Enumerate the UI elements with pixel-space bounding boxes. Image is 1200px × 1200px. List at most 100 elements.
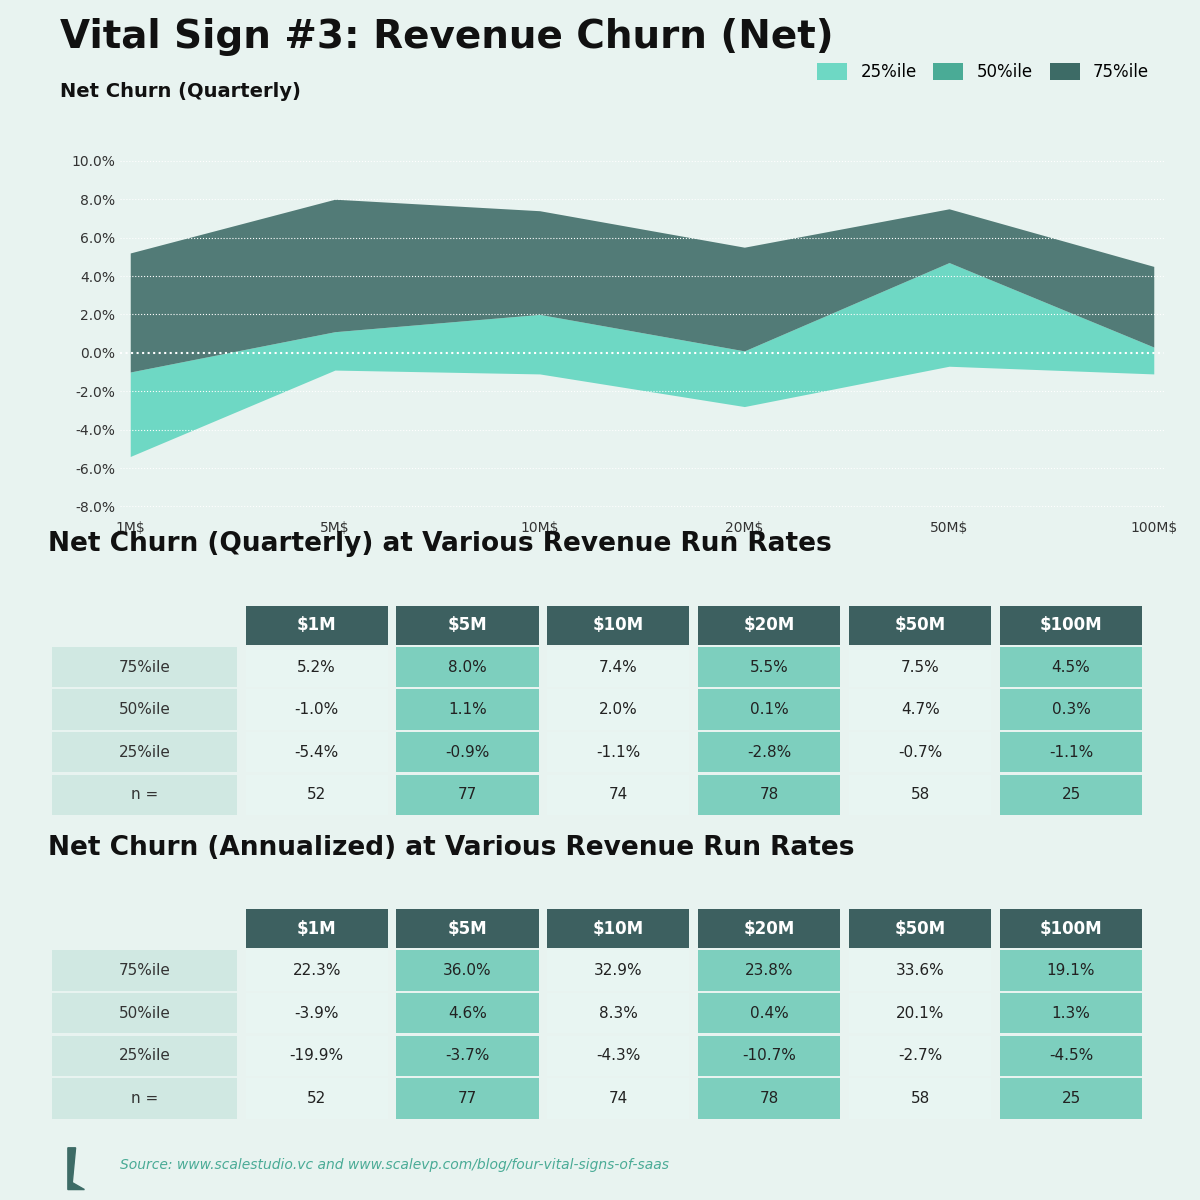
FancyBboxPatch shape (698, 647, 840, 688)
FancyBboxPatch shape (396, 775, 539, 815)
Text: $1M: $1M (296, 616, 336, 634)
FancyBboxPatch shape (547, 647, 690, 688)
FancyBboxPatch shape (1000, 1079, 1142, 1118)
FancyBboxPatch shape (1000, 775, 1142, 815)
Text: 5.2%: 5.2% (298, 660, 336, 674)
Text: 75%ile: 75%ile (119, 964, 170, 978)
Text: 25: 25 (1062, 1091, 1081, 1106)
FancyBboxPatch shape (1000, 950, 1142, 991)
FancyBboxPatch shape (547, 606, 690, 644)
Text: $20M: $20M (744, 919, 794, 937)
FancyBboxPatch shape (246, 732, 388, 773)
FancyBboxPatch shape (396, 690, 539, 730)
FancyBboxPatch shape (1000, 647, 1142, 688)
Polygon shape (68, 1147, 84, 1189)
FancyBboxPatch shape (246, 950, 388, 991)
Text: 58: 58 (911, 787, 930, 803)
Text: $10M: $10M (593, 919, 644, 937)
FancyBboxPatch shape (53, 1079, 236, 1118)
FancyBboxPatch shape (850, 606, 991, 644)
Text: 78: 78 (760, 787, 779, 803)
Text: -2.7%: -2.7% (898, 1049, 942, 1063)
FancyBboxPatch shape (547, 1079, 690, 1118)
FancyBboxPatch shape (698, 606, 840, 644)
Text: 4.7%: 4.7% (901, 702, 940, 718)
Text: -5.4%: -5.4% (294, 745, 338, 760)
FancyBboxPatch shape (698, 1036, 840, 1076)
FancyBboxPatch shape (246, 1079, 388, 1118)
Text: Net Churn (Annualized) at Various Revenue Run Rates: Net Churn (Annualized) at Various Revenu… (48, 834, 854, 860)
Text: Net Churn (Quarterly) at Various Revenue Run Rates: Net Churn (Quarterly) at Various Revenue… (48, 530, 832, 557)
FancyBboxPatch shape (850, 1079, 991, 1118)
Text: $50M: $50M (894, 616, 946, 634)
FancyBboxPatch shape (246, 647, 388, 688)
Text: $100M: $100M (1039, 616, 1103, 634)
Text: n =: n = (131, 787, 158, 803)
FancyBboxPatch shape (698, 775, 840, 815)
Text: 22.3%: 22.3% (293, 964, 341, 978)
Text: 50%ile: 50%ile (119, 1006, 170, 1021)
Text: $100M: $100M (1039, 919, 1103, 937)
FancyBboxPatch shape (1000, 994, 1142, 1033)
FancyBboxPatch shape (53, 994, 236, 1033)
FancyBboxPatch shape (698, 950, 840, 991)
Text: -1.1%: -1.1% (1049, 745, 1093, 760)
Text: 20.1%: 20.1% (896, 1006, 944, 1021)
FancyBboxPatch shape (547, 994, 690, 1033)
FancyBboxPatch shape (396, 910, 539, 948)
FancyBboxPatch shape (850, 690, 991, 730)
Text: 0.4%: 0.4% (750, 1006, 788, 1021)
FancyBboxPatch shape (547, 1036, 690, 1076)
Text: 7.4%: 7.4% (599, 660, 637, 674)
Text: 58: 58 (911, 1091, 930, 1106)
FancyBboxPatch shape (698, 1079, 840, 1118)
FancyBboxPatch shape (396, 950, 539, 991)
Text: 2.0%: 2.0% (599, 702, 637, 718)
Text: 50%ile: 50%ile (119, 702, 170, 718)
FancyBboxPatch shape (396, 732, 539, 773)
FancyBboxPatch shape (547, 775, 690, 815)
Text: $5M: $5M (448, 919, 487, 937)
FancyBboxPatch shape (547, 950, 690, 991)
Text: -3.7%: -3.7% (445, 1049, 490, 1063)
FancyBboxPatch shape (1000, 732, 1142, 773)
Text: 33.6%: 33.6% (895, 964, 944, 978)
FancyBboxPatch shape (396, 606, 539, 644)
Text: -19.9%: -19.9% (289, 1049, 343, 1063)
FancyBboxPatch shape (396, 1036, 539, 1076)
Text: Source: www.scalestudio.vc and www.scalevp.com/blog/four-vital-signs-of-saas: Source: www.scalestudio.vc and www.scale… (120, 1158, 668, 1172)
Text: 4.6%: 4.6% (448, 1006, 487, 1021)
Text: -3.9%: -3.9% (294, 1006, 338, 1021)
Text: 1.3%: 1.3% (1051, 1006, 1091, 1021)
FancyBboxPatch shape (53, 1036, 236, 1076)
Text: $50M: $50M (894, 919, 946, 937)
FancyBboxPatch shape (53, 775, 236, 815)
FancyBboxPatch shape (53, 732, 236, 773)
FancyBboxPatch shape (547, 910, 690, 948)
Text: -1.1%: -1.1% (596, 745, 641, 760)
Text: -0.7%: -0.7% (898, 745, 942, 760)
Text: -2.8%: -2.8% (748, 745, 792, 760)
Text: 4.5%: 4.5% (1051, 660, 1091, 674)
FancyBboxPatch shape (1000, 606, 1142, 644)
Text: -10.7%: -10.7% (743, 1049, 797, 1063)
FancyBboxPatch shape (698, 910, 840, 948)
FancyBboxPatch shape (850, 950, 991, 991)
FancyBboxPatch shape (246, 994, 388, 1033)
Text: 7.5%: 7.5% (901, 660, 940, 674)
Text: 5.5%: 5.5% (750, 660, 788, 674)
Text: 0.1%: 0.1% (750, 702, 788, 718)
FancyBboxPatch shape (246, 606, 388, 644)
Text: -4.5%: -4.5% (1049, 1049, 1093, 1063)
FancyBboxPatch shape (246, 775, 388, 815)
FancyBboxPatch shape (850, 775, 991, 815)
FancyBboxPatch shape (850, 732, 991, 773)
Text: 8.3%: 8.3% (599, 1006, 638, 1021)
FancyBboxPatch shape (1000, 1036, 1142, 1076)
Text: -1.0%: -1.0% (294, 702, 338, 718)
Text: 74: 74 (608, 787, 628, 803)
Legend: 25%ile, 50%ile, 75%ile: 25%ile, 50%ile, 75%ile (810, 56, 1156, 88)
Text: 74: 74 (608, 1091, 628, 1106)
Text: $10M: $10M (593, 616, 644, 634)
Text: 32.9%: 32.9% (594, 964, 643, 978)
